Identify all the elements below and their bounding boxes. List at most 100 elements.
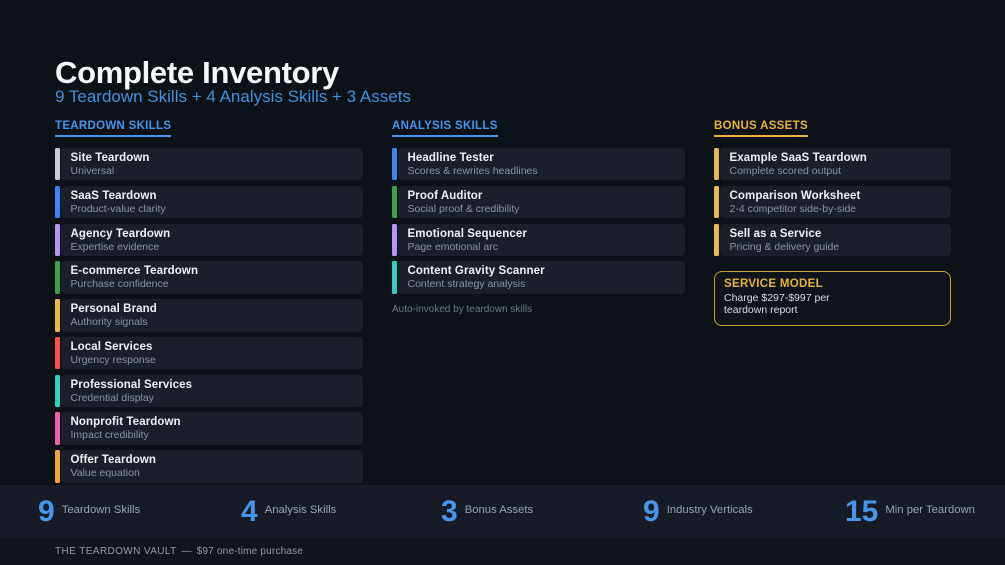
card-desc: Impact credibility [70,429,149,442]
card-desc: Credential display [70,391,154,404]
column-teardown-skills: TEARDOWN SKILLS Site Teardown Universal Sa… [55,120,363,488]
stat-label: Industry Verticals [666,504,753,516]
card-professional-services: Professional Services Credential display [55,374,363,408]
card-body: Emotional Sequencer Page emotional arc [397,223,685,256]
footer-separator: — [181,546,192,557]
card-site-teardown: Site Teardown Universal [55,148,363,181]
card-personal-brand: Personal Brand Authority signals [55,299,363,332]
card-accent-bar [55,148,60,181]
card-title: Personal Brand [70,303,157,316]
card-accent-bar [392,148,397,181]
card-body: Headline Tester Scores & rewrites headlin… [397,148,685,181]
card-desc: Product-value clarity [70,202,166,215]
card-proof-auditor: Proof Auditor Social proof & credibility [392,185,685,219]
card-accent-bar [392,185,397,219]
card-body: SaaS Teardown Product-value clarity [60,185,363,219]
card-accent-bar [55,223,60,256]
card-saas-teardown: SaaS Teardown Product-value clarity [55,185,363,219]
card-emotional-sequencer: Emotional Sequencer Page emotional arc [392,223,685,256]
card-title: Site Teardown [70,152,150,164]
card-body: Local Services Urgency response [60,336,363,370]
card-body: Agency Teardown Expertise evidence [60,223,363,256]
card-accent-bar [55,450,60,483]
card-title: Sell as a Service [729,227,822,240]
service-model-title: SERVICE MODEL [724,277,823,290]
stat-analysis-skills: 4 Analysis Skills [241,485,336,538]
card-title: Comparison Worksheet [729,189,861,202]
column-analysis-skills: ANALYSIS SKILLS Headline Tester Scores & … [392,120,685,315]
card-title: Proof Auditor [407,189,483,202]
card-offer-teardown: Offer Teardown Value equation [55,450,363,483]
card-title: Headline Tester [407,152,494,164]
service-model-body: Charge $297-$997 per teardown report [724,291,830,317]
stat-label: Min per Teardown [885,504,975,516]
service-model-callout: SERVICE MODEL Charge $297-$997 per teard… [714,270,951,326]
card-title: Local Services [70,340,153,353]
page-title: Complete Inventory [55,55,339,90]
stat-industry-verticals: 9 Industry Verticals [643,485,753,538]
card-title: SaaS Teardown [70,189,157,202]
card-desc: 2-4 competitor side-by-side [729,202,857,215]
card-example-saas-teardown: Example SaaS Teardown Complete scored out… [714,148,951,181]
card-desc: Page emotional arc [407,240,498,253]
card-desc: Universal [70,165,115,177]
stat-label: Analysis Skills [264,504,337,516]
card-accent-bar [392,223,397,256]
stat-bonus-assets: 3 Bonus Assets [441,485,533,538]
card-title: Offer Teardown [70,454,157,467]
card-desc: Social proof & credibility [407,202,520,215]
card-agency-teardown: Agency Teardown Expertise evidence [55,223,363,256]
stat-teardown-skills: 9 Teardown Skills [38,485,140,538]
card-body: Comparison Worksheet 2-4 competitor side-… [719,185,951,219]
analysis-skills-list: Headline Tester Scores & rewrites headlin… [392,148,685,294]
section-heading-bonus-assets: BONUS ASSETS [714,120,808,137]
card-local-services: Local Services Urgency response [55,336,363,370]
card-sell-as-a-service: Sell as a Service Pricing & delivery guid… [714,223,951,256]
card-title: Example SaaS Teardown [729,152,867,164]
card-title: Emotional Sequencer [407,227,527,240]
card-desc: Content strategy analysis [407,278,526,291]
analysis-skills-note: Auto-invoked by teardown skills [392,303,533,315]
card-body: Offer Teardown Value equation [60,450,363,483]
card-body: Site Teardown Universal [60,148,363,181]
section-heading-analysis-skills: ANALYSIS SKILLS [392,120,498,137]
stat-value: 9 [38,494,55,528]
card-accent-bar [714,185,719,219]
stat-min-per-teardown: 15 Min per Teardown [845,485,975,538]
card-title: Professional Services [70,378,193,391]
stats-band: 9 Teardown Skills 4 Analysis Skills 3 Bonus A… [0,485,1005,538]
card-body: Personal Brand Authority signals [60,299,363,332]
card-accent-bar [55,261,60,294]
bonus-assets-list: Example SaaS Teardown Complete scored out… [714,148,951,256]
card-body: Example SaaS Teardown Complete scored out… [719,148,951,181]
card-accent-bar [55,185,60,219]
card-title: Nonprofit Teardown [70,416,181,429]
card-body: Proof Auditor Social proof & credibility [397,185,685,219]
card-accent-bar [714,223,719,256]
card-nonprofit-teardown: Nonprofit Teardown Impact credibility [55,412,363,445]
card-desc: Scores & rewrites headlines [407,165,538,177]
stat-label: Bonus Assets [464,504,534,516]
card-accent-bar [714,148,719,181]
card-content-gravity-scanner: Content Gravity Scanner Content strategy … [392,261,685,294]
card-desc: Authority signals [70,316,148,329]
stat-label: Teardown Skills [61,504,141,516]
card-body: Content Gravity Scanner Content strategy … [397,261,685,294]
card-title: Content Gravity Scanner [407,265,545,278]
card-headline-tester: Headline Tester Scores & rewrites headlin… [392,148,685,181]
card-comparison-worksheet: Comparison Worksheet 2-4 competitor side-… [714,185,951,219]
card-body: E-commerce Teardown Purchase confidence [60,261,363,294]
footer-bar: THE TEARDOWN VAULT — $97 one-time purcha… [0,538,1005,565]
teardown-skills-list: Site Teardown Universal SaaS Teardown Produ… [55,148,363,483]
stat-value: 4 [241,494,258,528]
card-e-commerce-teardown: E-commerce Teardown Purchase confidence [55,261,363,294]
card-body: Professional Services Credential display [60,374,363,408]
card-desc: Urgency response [70,353,156,366]
card-desc: Pricing & delivery guide [729,240,840,253]
section-heading-teardown-skills: TEARDOWN SKILLS [55,120,172,137]
card-body: Sell as a Service Pricing & delivery guid… [719,223,951,256]
footer-brand: THE TEARDOWN VAULT [55,546,177,557]
card-desc: Purchase confidence [70,278,169,291]
card-accent-bar [55,336,60,370]
stat-value: 3 [441,494,458,528]
